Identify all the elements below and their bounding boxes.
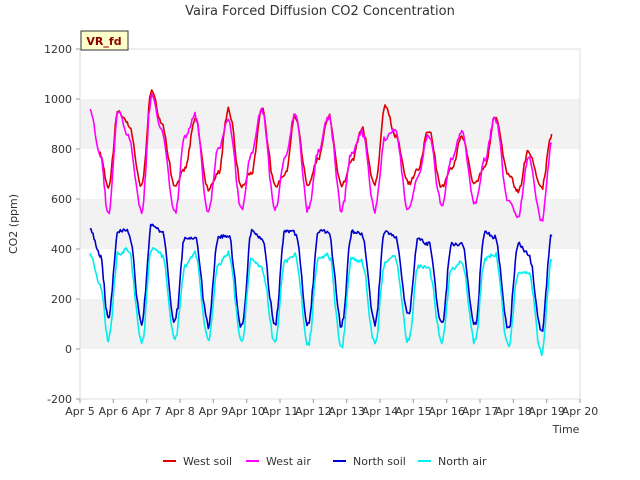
plot-area — [79, 48, 581, 400]
x-tick-label: Apr 10 — [228, 405, 265, 418]
grid-bands — [80, 49, 580, 399]
series-line-north-air — [89, 247, 553, 357]
grid-band — [80, 249, 580, 299]
series-line-west-air — [89, 93, 553, 222]
legend: West soil West air North soil North air — [163, 455, 487, 468]
x-tick-label: Apr 6 — [99, 405, 129, 418]
x-tick-label: Apr 8 — [165, 405, 195, 418]
x-tick-label: Apr 12 — [295, 405, 332, 418]
x-tick-label: Apr 13 — [328, 405, 365, 418]
x-tick-label: Apr 16 — [428, 405, 465, 418]
x-tick-label: Apr 14 — [362, 405, 399, 418]
chart-title: Vaira Forced Diffusion CO2 Concentration — [185, 4, 455, 19]
legend-item: North air — [418, 455, 487, 468]
y-tick-label: 600 — [51, 193, 72, 206]
legend-item: West air — [246, 455, 311, 468]
grid-band — [80, 199, 580, 249]
x-tick-label: Apr 11 — [262, 405, 299, 418]
station-badge: VR_fd — [80, 30, 129, 51]
x-axis-label: Time — [552, 423, 580, 436]
legend-label: West air — [266, 455, 311, 468]
x-tick-label: Apr 9 — [199, 405, 229, 418]
legend-label: North soil — [353, 455, 406, 468]
x-tick-label: Apr 5 — [65, 405, 95, 418]
grid-band — [80, 49, 580, 99]
x-tick-label: Apr 18 — [495, 405, 532, 418]
series-line-west-soil — [99, 89, 553, 194]
x-tick-label: Apr 15 — [395, 405, 432, 418]
y-axis-ticks: -200 0 200 400 600 800 1000 1200 — [44, 43, 80, 406]
y-tick-label: 200 — [51, 293, 72, 306]
legend-item: North soil — [333, 455, 406, 468]
y-axis-label: CO2 (ppm) — [7, 194, 20, 254]
grid-band — [80, 149, 580, 199]
legend-label: West soil — [183, 455, 232, 468]
y-tick-label: 400 — [51, 243, 72, 256]
x-tick-label: Apr 19 — [528, 405, 565, 418]
station-badge-label: VR_fd — [86, 35, 121, 48]
grid-band — [80, 349, 580, 399]
y-tick-label: -200 — [47, 393, 72, 406]
x-tick-label: Apr 7 — [132, 405, 162, 418]
legend-label: North air — [438, 455, 487, 468]
series-lines — [89, 89, 553, 357]
series-line-north-soil — [89, 223, 553, 332]
legend-item: West soil — [163, 455, 232, 468]
x-tick-label: Apr 20 — [562, 405, 599, 418]
y-tick-label: 0 — [65, 343, 72, 356]
y-tick-label: 1200 — [44, 43, 72, 56]
grid-band — [80, 299, 580, 349]
y-tick-label: 1000 — [44, 93, 72, 106]
y-tick-label: 800 — [51, 143, 72, 156]
x-tick-label: Apr 17 — [462, 405, 499, 418]
